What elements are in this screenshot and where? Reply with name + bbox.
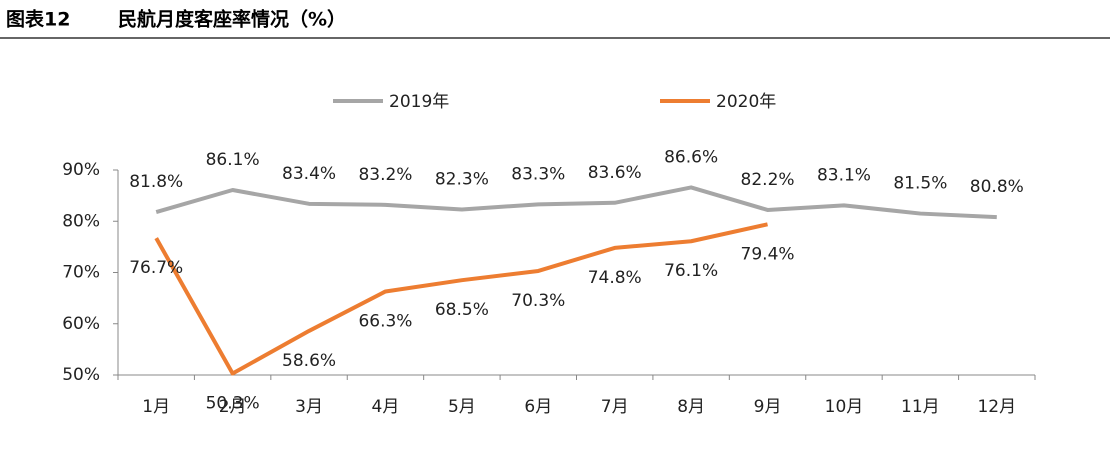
y-tick-label: 50% (62, 365, 100, 385)
y-tick-label: 90% (62, 160, 100, 180)
y-tick-label: 70% (62, 263, 100, 283)
data-label: 86.6% (664, 147, 718, 167)
chart-label: 图表12 (6, 8, 70, 31)
data-label: 83.6% (588, 163, 642, 183)
data-label: 58.6% (282, 351, 336, 371)
data-label: 68.5% (435, 300, 489, 320)
x-tick-label: 5月 (448, 397, 476, 417)
data-label: 66.3% (358, 311, 412, 331)
legend-label: 2020年 (716, 92, 776, 112)
x-tick-label: 11月 (901, 397, 940, 417)
data-label: 76.7% (129, 258, 183, 278)
y-tick-label: 80% (62, 211, 100, 231)
data-label: 81.8% (129, 172, 183, 192)
data-label: 86.1% (206, 150, 260, 170)
series-line (154, 222, 768, 376)
legend-label: 2019年 (389, 92, 449, 112)
data-label: 82.3% (435, 169, 489, 189)
series-line (155, 185, 997, 220)
data-label: 74.8% (588, 268, 642, 288)
data-label: 80.8% (970, 177, 1024, 197)
x-tick-label: 6月 (524, 397, 552, 417)
data-label: 81.5% (893, 174, 947, 194)
x-tick-label: 8月 (677, 397, 705, 417)
data-label: 82.2% (741, 170, 795, 190)
x-tick-label: 2月 (219, 397, 247, 417)
data-label: 83.2% (358, 165, 412, 185)
x-tick-label: 10月 (825, 397, 864, 417)
chart-title: 民航月度客座率情况（%） (118, 8, 346, 31)
x-tick-label: 1月 (142, 397, 170, 417)
y-tick-label: 60% (62, 314, 100, 334)
x-tick-label: 7月 (601, 397, 629, 417)
x-tick-label: 3月 (295, 397, 323, 417)
data-label: 83.1% (817, 165, 871, 185)
data-label: 70.3% (511, 291, 565, 311)
data-label: 50.3% (206, 393, 260, 413)
x-tick-label: 12月 (977, 397, 1016, 417)
data-label: 79.4% (741, 244, 795, 264)
x-tick-label: 4月 (372, 397, 400, 417)
data-label: 76.1% (664, 261, 718, 281)
data-label: 83.3% (511, 164, 565, 184)
x-tick-label: 9月 (754, 397, 782, 417)
data-label: 83.4% (282, 164, 336, 184)
